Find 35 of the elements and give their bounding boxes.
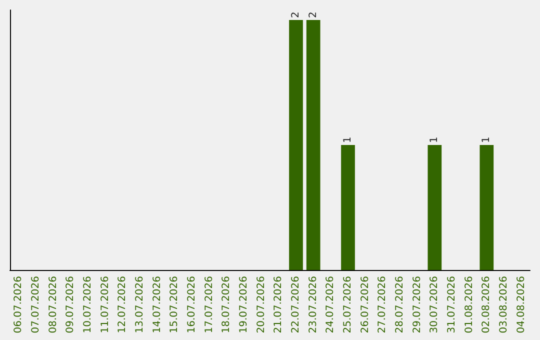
data-label: 1 (429, 136, 440, 143)
x-tick-label: 01.08.2026 (464, 276, 475, 334)
x-tick-label: 07.07.2026 (30, 276, 42, 334)
x-tick-label: 28.07.2026 (394, 276, 406, 334)
x-tick-label: 17.07.2026 (204, 276, 215, 334)
data-label: 1 (481, 136, 492, 143)
x-tick-label: 23.07.2026 (308, 276, 319, 334)
x-tick-label: 10.07.2026 (82, 276, 94, 334)
x-tick-label: 11.07.2026 (100, 276, 111, 334)
x-tick-label: 21.07.2026 (273, 276, 284, 334)
x-tick-label: 26.07.2026 (360, 276, 371, 334)
x-tick-label: 22.07.2026 (290, 276, 302, 334)
x-tick-label: 25.07.2026 (342, 276, 354, 334)
x-tick-label: 31.07.2026 (446, 276, 458, 334)
x-tick-label: 09.07.2026 (65, 276, 76, 334)
x-tick-label: 16.07.2026 (186, 276, 198, 334)
x-tick-label: 29.07.2026 (412, 276, 423, 334)
data-label: 2 (290, 12, 302, 18)
x-tick-label: 02.08.2026 (481, 276, 492, 334)
x-tick-label: 06.07.2026 (13, 276, 24, 334)
x-tick-label: 13.07.2026 (134, 276, 146, 334)
data-label: 1 (342, 136, 354, 143)
x-tick-label: 19.07.2026 (238, 276, 250, 334)
data-label: 2 (308, 12, 319, 18)
x-tick-label: 30.07.2026 (429, 276, 440, 334)
x-tick-label: 08.07.2026 (48, 276, 59, 334)
x-tick-label: 12.07.2026 (117, 276, 128, 334)
x-tick-label: 15.07.2026 (169, 276, 180, 334)
x-tick-label: 20.07.2026 (256, 276, 267, 334)
x-tick-label: 24.07.2026 (325, 276, 336, 334)
x-tick-label: 14.07.2026 (152, 276, 163, 334)
x-tick-label: 03.08.2026 (498, 276, 510, 334)
x-tick-label: 04.08.2026 (516, 276, 527, 334)
x-tick-label: 27.07.2026 (377, 276, 388, 334)
x-tick-label: 18.07.2026 (221, 276, 232, 334)
